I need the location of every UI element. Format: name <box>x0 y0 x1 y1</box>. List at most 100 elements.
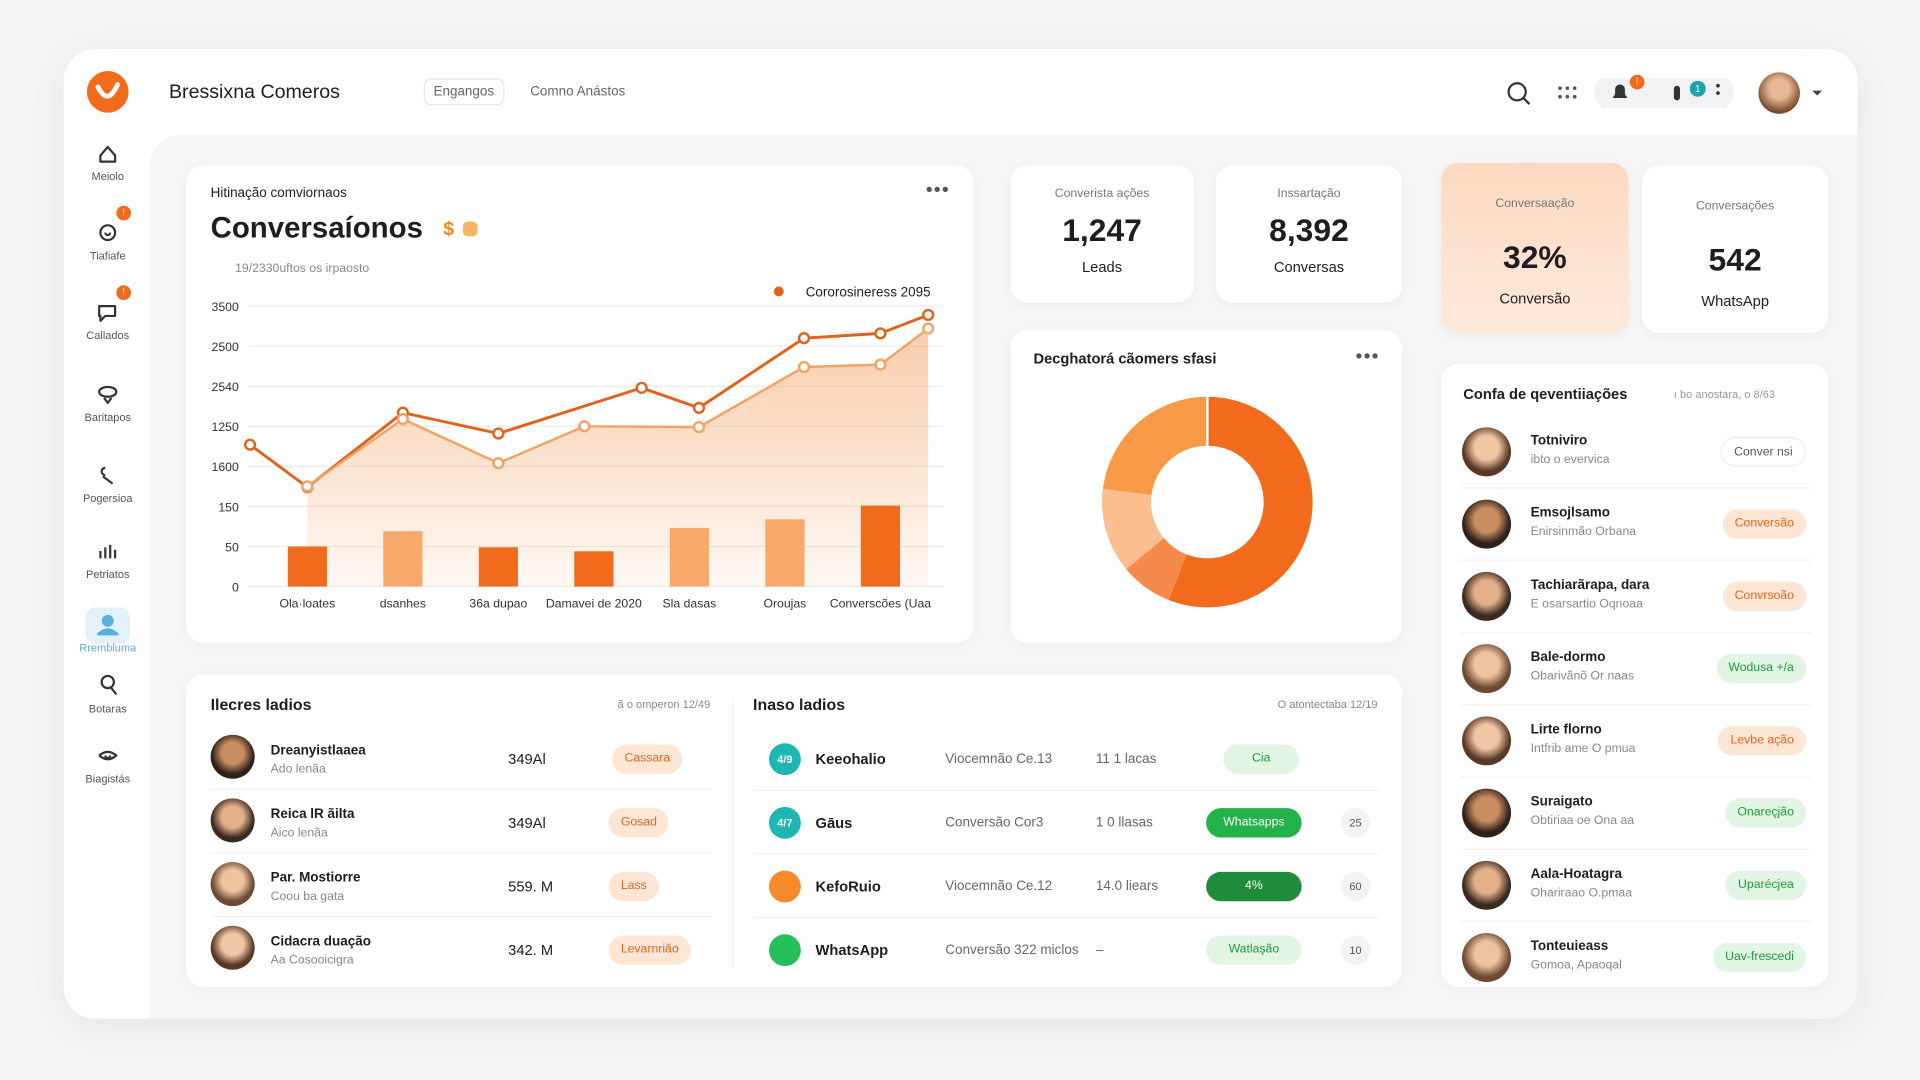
notification-badge: ! <box>1629 74 1645 90</box>
glyph <box>100 674 118 695</box>
x-tick-label: Sla dasas <box>663 596 717 610</box>
menu-dots[interactable]: ••• <box>925 180 950 201</box>
chart: 0 50 150 1600 1250 2540 2500 3500 Ola·loates dsan… <box>212 284 943 610</box>
contact-name: Totniviro <box>1530 433 1588 449</box>
lead-badge[interactable]: Gosad <box>608 808 670 838</box>
chart-title: Conversaíonos <box>210 211 423 245</box>
channel-badge[interactable]: Whatsapps <box>1206 808 1302 838</box>
contact-sub: ibto o evervica <box>1530 453 1610 467</box>
contact-avatar <box>1462 427 1512 477</box>
kpi-label: Conversações <box>1695 199 1775 214</box>
contact-badge[interactable]: Conver nsi <box>1720 437 1807 467</box>
x-tick-label: dsanhes <box>380 596 426 610</box>
lead-name: Par. Mostiorre <box>270 870 361 886</box>
glyph <box>98 305 117 322</box>
divider <box>753 789 1381 792</box>
kpi-card: Conversações 542 WhatsApp <box>1642 165 1829 334</box>
glyph <box>96 614 119 636</box>
channel-badge[interactable]: Watlaşão <box>1206 935 1302 965</box>
channel-desc: Viocemnão Ce.12 <box>945 879 1053 894</box>
point <box>243 438 257 451</box>
channel-desc: Viocemnão Ce.13 <box>945 751 1053 767</box>
table-title: Inaso ladios <box>753 695 846 714</box>
donut-chart <box>1102 394 1313 608</box>
y-tick-label: 150 <box>218 500 239 514</box>
y-tick-label: 3500 <box>212 300 239 314</box>
y-tick-label: 1600 <box>212 460 239 474</box>
contact-sub: Enirsinmão Orbana <box>1530 525 1637 539</box>
channel-icon <box>768 934 801 967</box>
x-tick-label: 36a dupao <box>469 596 527 610</box>
contact-avatar <box>1462 933 1512 983</box>
divider <box>210 915 713 918</box>
lead-badge[interactable]: Lass <box>608 871 659 902</box>
contact-badge[interactable]: Conversão <box>1722 509 1807 539</box>
channel-badge[interactable]: 4% <box>1206 871 1302 902</box>
contact-sub: Obarivãnõ Or naas <box>1530 669 1635 684</box>
lead-sub: Ado lenãa <box>270 762 326 777</box>
sidebar-label[interactable]: Tiafiafe <box>89 249 126 263</box>
nav-item[interactable]: Comno Anástos <box>530 84 626 100</box>
divider <box>1460 487 1812 489</box>
channel-icon: 4/9 <box>768 743 801 776</box>
menu-dots[interactable]: ••• <box>1355 346 1380 368</box>
point <box>874 327 887 340</box>
user-avatar[interactable] <box>1758 72 1801 114</box>
sidebar-label[interactable]: Petriatos <box>86 568 130 581</box>
sidebar-icon <box>100 674 118 695</box>
point <box>492 457 505 470</box>
contact-avatar <box>1462 716 1512 766</box>
sidebar-badge: ! <box>116 205 132 221</box>
channel-qty: 11 1 lacas <box>1095 751 1157 767</box>
point <box>797 360 811 374</box>
kpi-sub: Conversas <box>1273 258 1345 276</box>
channel-desc: Conversão 322 miclos <box>945 942 1079 958</box>
kpi-value: 542 <box>1708 241 1762 278</box>
channel-count: 60 <box>1340 871 1371 902</box>
badge-icon <box>462 221 478 237</box>
kpi-sub: WhatsApp <box>1701 292 1769 310</box>
bar <box>765 519 805 587</box>
channel-badge[interactable]: Cia <box>1223 744 1300 774</box>
kpi-value: 32% <box>1503 238 1567 276</box>
lead-value: 559. M <box>508 877 554 896</box>
sidebar-label[interactable]: Biagistás <box>85 772 131 785</box>
y-tick-label: 50 <box>225 540 239 554</box>
contact-badge[interactable]: Onareçjão <box>1725 798 1807 828</box>
contact-sub: Obtiriaa oe Ona aa <box>1530 814 1635 828</box>
contact-avatar <box>1462 499 1512 549</box>
channel-count: 10 <box>1340 935 1371 965</box>
sidebar-label[interactable]: Baritapos <box>84 411 132 424</box>
sidebar-icon <box>96 614 119 636</box>
contact-badge[interactable]: Wodusa +/a <box>1716 653 1807 684</box>
lead-avatar <box>210 798 255 843</box>
point <box>922 308 935 322</box>
lead-sub: Aico lenãa <box>270 826 328 841</box>
lead-badge[interactable]: Levarnrião <box>608 935 691 965</box>
sidebar-label[interactable]: Callados <box>86 329 130 342</box>
sidebar-label[interactable]: Botaras <box>88 702 127 716</box>
contact-badge[interactable]: Levbe ação <box>1718 726 1807 756</box>
sidebar-label[interactable]: Pogersioa <box>82 492 133 505</box>
y-tick-label: 1250 <box>212 420 239 434</box>
donut-card: Decghatorá cãomers sfasi ••• <box>1010 330 1403 643</box>
kpi-card: Inssartação 8,392 Conversas <box>1215 165 1403 303</box>
sidebar-icon <box>99 145 117 163</box>
logo <box>86 71 129 113</box>
contact-sub: Ohariraao O.pmaa <box>1530 886 1633 901</box>
channel-count: 25 <box>1340 808 1371 838</box>
sidebar-icon <box>100 466 114 485</box>
lead-badge[interactable]: Cassara <box>612 744 683 774</box>
sidebar-label[interactable]: Rrembluma <box>79 641 137 654</box>
donut-segment <box>1102 396 1209 496</box>
sidebar-label[interactable]: Meiolo <box>91 170 124 183</box>
donut-segment <box>1168 396 1313 608</box>
nav-item[interactable]: Engangos <box>423 78 504 106</box>
contact-badge[interactable]: Convrsoão <box>1722 581 1807 612</box>
contact-badge[interactable]: Uav-frescedi <box>1712 942 1807 973</box>
contact-badge[interactable]: Uparécjea <box>1725 870 1807 901</box>
contact-sub: Intfrib ame O pmua <box>1530 742 1636 756</box>
glyph <box>99 145 117 163</box>
kpi-label: Converista ações <box>1054 187 1150 201</box>
point <box>797 332 811 345</box>
